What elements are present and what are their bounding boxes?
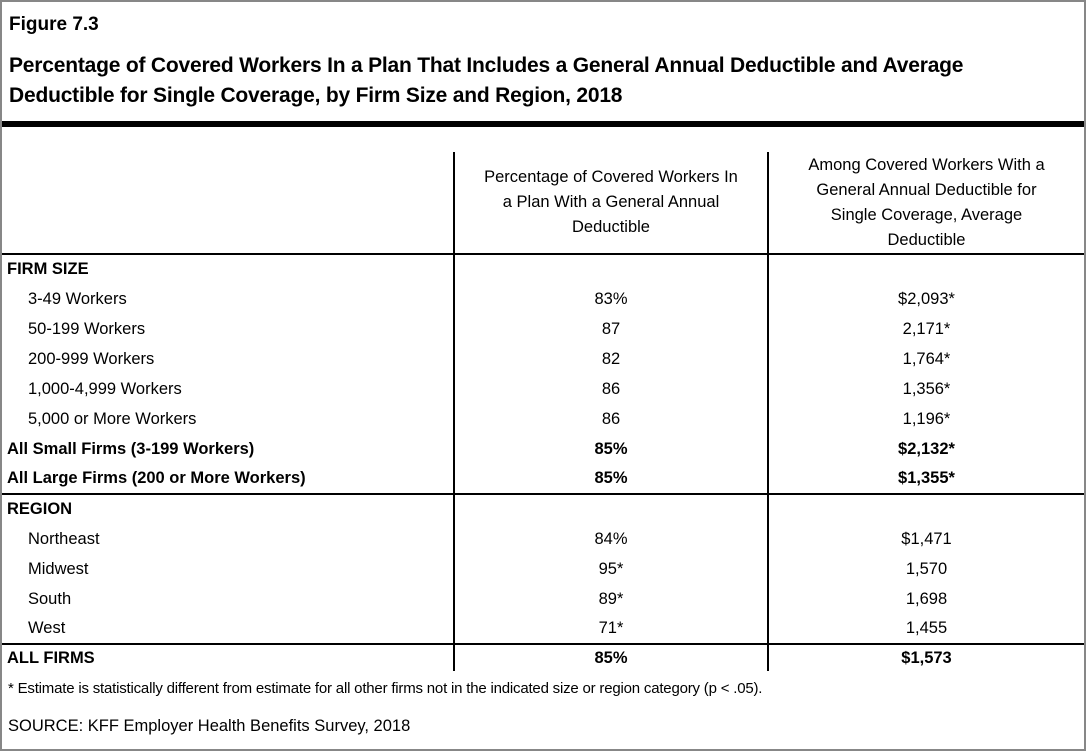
table-row-west: West 71* 1,455 (2, 614, 1084, 644)
pct-cell: 89* (453, 584, 768, 614)
col-header-pct: Percentage of Covered Workers In a Plan … (453, 152, 768, 255)
avg-cell: $1,355* (767, 464, 1084, 494)
row-label: 3-49 Workers (28, 289, 127, 308)
avg-cell: 1,570 (767, 554, 1084, 584)
avg-cell: 1,698 (767, 584, 1084, 614)
avg-cell: 1,356* (767, 374, 1084, 404)
col-header-pct-text: Percentage of Covered Workers In a Plan … (484, 168, 738, 236)
stub-header-cell (2, 152, 454, 255)
table-row-all-firms: ALL FIRMS 85% $1,573 (2, 643, 1084, 671)
avg-cell: 1,764* (767, 344, 1084, 374)
row-label: ALL FIRMS (2, 643, 454, 671)
row-label: South (28, 589, 72, 608)
col-header-avg: Among Covered Workers With a General Ann… (767, 152, 1084, 255)
avg-cell: $2,132* (767, 434, 1084, 464)
row-label: REGION (2, 493, 454, 524)
header-row: Percentage of Covered Workers In a Plan … (2, 152, 1084, 255)
figure-number: Figure 7.3 (9, 14, 99, 35)
table-row-south: South 89* 1,698 (2, 584, 1084, 614)
row-label: 200-999 Workers (28, 349, 155, 368)
pct-cell: 95* (453, 554, 768, 584)
table-row-northeast: Northeast 84% $1,471 (2, 524, 1084, 554)
row-label: 1,000-4,999 Workers (28, 379, 182, 398)
table-row-50-199-workers: 50-199 Workers 87 2,171* (2, 314, 1084, 344)
source-line: SOURCE: KFF Employer Health Benefits Sur… (8, 717, 411, 735)
row-label: All Large Firms (200 or More Workers) (7, 469, 306, 487)
pct-cell: 87 (453, 314, 768, 344)
row-label: West (28, 619, 66, 637)
pct-cell: 85% (453, 434, 768, 464)
row-label: 50-199 Workers (28, 319, 146, 338)
avg-cell: $2,093* (767, 284, 1084, 314)
avg-cell: $1,471 (767, 524, 1084, 554)
figure-title: Percentage of Covered Workers In a Plan … (9, 54, 964, 107)
row-label: FIRM SIZE (7, 260, 89, 278)
table-row-all-small-firms: All Small Firms (3-199 Workers) 85% $2,1… (2, 434, 1084, 464)
avg-cell: $1,573 (767, 643, 1084, 671)
col-header-avg-text: Among Covered Workers With a General Ann… (808, 155, 1045, 249)
row-label: Midwest (28, 559, 89, 578)
avg-cell: 1,455 (767, 614, 1084, 644)
pct-cell: 86 (453, 374, 768, 404)
avg-cell (767, 254, 1084, 284)
avg-cell: 1,196* (767, 404, 1084, 434)
avg-cell: 2,171* (767, 314, 1084, 344)
pct-cell (453, 254, 768, 284)
pct-cell: 82 (453, 344, 768, 374)
table-row-5000-or-more-workers: 5,000 or More Workers 86 1,196* (2, 404, 1084, 434)
table-row-midwest: Midwest 95* 1,570 (2, 554, 1084, 584)
footnote: * Estimate is statistically different fr… (8, 680, 763, 697)
table-row-firm-size: FIRM SIZE (2, 254, 1084, 284)
pct-cell: 85% (453, 464, 768, 494)
table-row-3-49-workers: 3-49 Workers 83% $2,093* (2, 284, 1084, 314)
pct-cell: 85% (453, 643, 768, 671)
deductible-table: Percentage of Covered Workers In a Plan … (2, 152, 1084, 671)
title-rule (2, 121, 1084, 127)
pct-cell: 83% (453, 284, 768, 314)
pct-cell: 86 (453, 404, 768, 434)
table-row-region: REGION (2, 493, 1084, 524)
avg-cell (767, 493, 1084, 524)
pct-cell (453, 493, 768, 524)
row-label: Northeast (28, 529, 100, 548)
table-row-200-999-workers: 200-999 Workers 82 1,764* (2, 344, 1084, 374)
table-row-all-large-firms: All Large Firms (200 or More Workers) 85… (2, 464, 1084, 494)
title-block: Figure 7.3 Percentage of Covered Workers… (2, 2, 1084, 111)
row-label: 5,000 or More Workers (28, 409, 197, 428)
table-row-1000-4999-workers: 1,000-4,999 Workers 86 1,356* (2, 374, 1084, 404)
row-label: All Small Firms (3-199 Workers) (7, 439, 255, 458)
pct-cell: 71* (453, 614, 768, 644)
pct-cell: 84% (453, 524, 768, 554)
